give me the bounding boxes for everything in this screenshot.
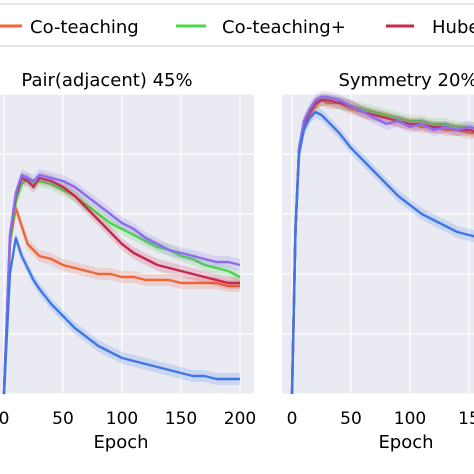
series-band [292,94,474,400]
panel-symmetry: Symmetry 20% 0 50 100 15 Epoch [282,70,474,453]
x-tick-label: 50 [52,409,74,429]
series-line [2,176,241,395]
series-line [2,176,240,395]
legend-frame [0,3,474,47]
panel-title: Pair(adjacent) 45% [21,70,192,91]
x-axis-label: Epoch [378,432,433,453]
legend-label-coteaching-plus: Co-teaching+ [222,17,346,38]
series-line [2,206,240,395]
x-ticks: 0 50 100 150 200 [0,409,256,429]
x-tick-label: 0 [0,409,9,429]
series-group [2,169,241,400]
series-band [292,94,474,400]
x-tick-label: 200 [224,409,256,429]
x-ticks: 0 50 100 15 [287,409,474,429]
plot-area [282,94,474,394]
panel-title: Symmetry 20% [338,70,474,91]
x-tick-label: 100 [394,409,426,429]
plot-area [0,94,254,394]
series-band [292,94,474,400]
legend: Co-teaching Co-teaching+ Hube [0,3,474,47]
x-tick-label: 0 [287,409,298,429]
x-tick-label: 15 [458,409,474,429]
x-tick-label: 100 [106,409,138,429]
series-band [4,232,240,400]
x-tick-label: 150 [165,409,197,429]
series-line [290,110,474,395]
grid [282,93,474,395]
series-group [290,91,474,400]
grid [0,93,254,395]
x-axis-label: Epoch [93,432,148,453]
legend-label-hube: Hube [432,17,474,38]
series-line [2,173,241,395]
legend-label-coteaching: Co-teaching [30,17,139,38]
x-tick-label: 50 [340,409,362,429]
panel-pair-adjacent: Pair(adjacent) 45% 0 50 100 150 200 Epoch [0,70,256,453]
series-line [2,236,240,395]
series-line [290,95,474,395]
